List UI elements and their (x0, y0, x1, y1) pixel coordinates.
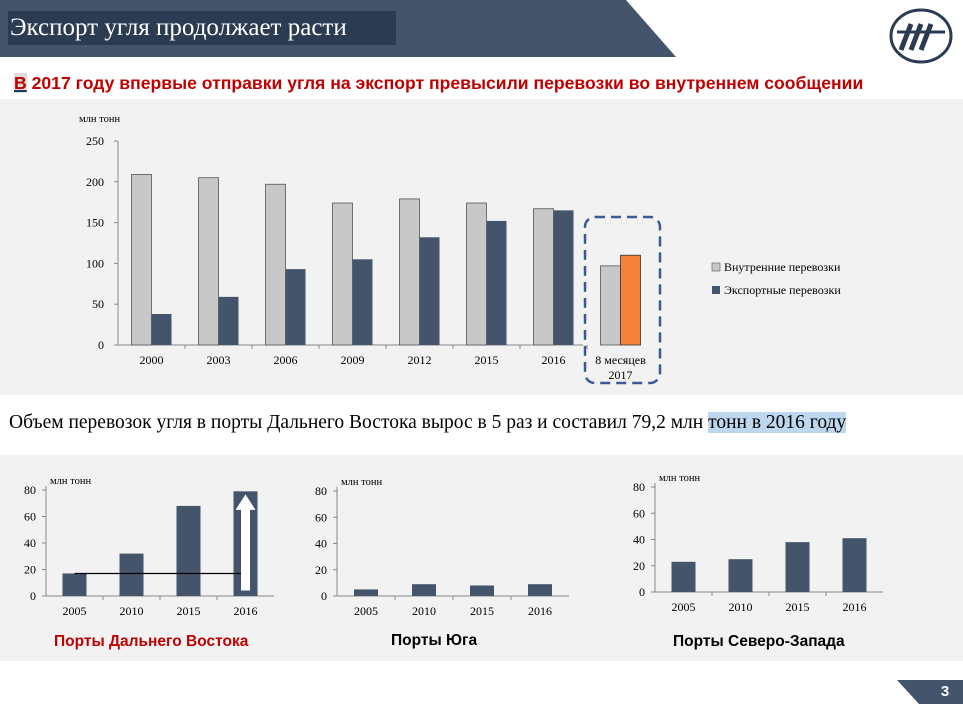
bar-domestic (399, 198, 420, 346)
bar (354, 589, 378, 596)
bar-domestic (466, 202, 487, 346)
x-tick-label: 2006 (274, 353, 298, 367)
y-axis-label: млн тонн (341, 477, 382, 488)
chart-far-east-ports: млн тонн 0 20 40 60 80 2005 2010 2015 2016 (24, 476, 274, 618)
title-northwest-ports: Порты Северо-Запада (673, 633, 845, 650)
bar-domestic (265, 183, 286, 346)
legend-swatch-domestic (711, 262, 721, 272)
x-tick-label: 2012 (408, 353, 432, 367)
y-tick-label: 80 (24, 483, 36, 497)
y-tick-label: 20 (633, 559, 645, 573)
growth-arrow-icon (235, 494, 256, 591)
page-title: Экспорт угля продолжает расти (8, 11, 396, 45)
y-tick-label: 150 (86, 216, 104, 230)
bar (785, 542, 810, 592)
x-tick-label: 2017 (609, 368, 633, 382)
y-tick-label: 0 (30, 589, 36, 603)
main-chart: 0 50 100 150 200 250 2000 2003 2006 2009 2012 2015… (79, 114, 841, 385)
y-tick-label: 60 (24, 510, 36, 524)
chart-south-ports: млн тонн 0 20 40 60 80 2005 2010 2015 2016 (315, 477, 569, 618)
x-tick-label: 2015 (470, 604, 494, 618)
y-tick-label: 40 (24, 536, 36, 550)
subtitle: В 2017 году впервые отправки угля на экс… (14, 70, 954, 96)
y-axis-label: млн тонн (79, 114, 120, 125)
bar-domestic (332, 202, 353, 346)
bar-domestic (198, 177, 219, 346)
bar (728, 559, 753, 592)
y-tick-label: 0 (98, 338, 104, 352)
x-tick-label: 2005 (672, 600, 696, 614)
x-tick-label: 2015 (177, 604, 201, 618)
bar-export (419, 237, 440, 345)
x-tick-label: 2000 (140, 353, 164, 367)
legend-swatch-export (712, 286, 720, 294)
y-tick-label: 20 (24, 563, 36, 577)
y-tick-label: 40 (315, 537, 327, 551)
subtitle-first-letter: В (14, 73, 27, 93)
highlight-box (583, 215, 662, 385)
bar-domestic (600, 265, 621, 346)
bar-export (352, 259, 373, 345)
title-far-east-ports: Порты Дальнего Востока (54, 633, 249, 650)
legend: Внутренние перевозки Экспортные перевозк… (711, 260, 841, 297)
x-tick-label: 2015 (475, 353, 499, 367)
y-axis-label: млн тонн (659, 473, 700, 484)
x-tick-label: 2016 (843, 600, 867, 614)
bar (470, 585, 494, 596)
statement: Объем перевозок угля в порты Дальнего Во… (9, 409, 959, 437)
subtitle-text: 2017 году впервые отправки угля на экспо… (26, 73, 864, 93)
bar-export (218, 296, 239, 345)
x-tick-label: 2010 (729, 600, 753, 614)
x-tick-label: 2015 (786, 600, 810, 614)
y-tick-label: 80 (315, 484, 327, 498)
x-tick-label: 2010 (120, 604, 144, 618)
legend-label-export: Экспортные перевозки (724, 283, 841, 297)
bar-domestic (533, 208, 554, 346)
y-tick-label: 100 (86, 256, 104, 270)
legend-label-domestic: Внутренние перевозки (724, 260, 841, 274)
y-axis-label: млн тонн (50, 476, 91, 487)
y-tick-label: 20 (315, 563, 327, 577)
title-south-ports: Порты Юга (391, 632, 478, 649)
statement-text: Объем перевозок угля в порты Дальнего Во… (9, 412, 709, 433)
y-tick-label: 200 (86, 175, 104, 189)
bar-export (620, 254, 641, 346)
y-tick-label: 80 (633, 480, 645, 494)
bar (671, 561, 696, 592)
bar (528, 584, 552, 596)
bar-export (151, 313, 172, 345)
bar (119, 553, 144, 596)
y-tick-label: 60 (633, 506, 645, 520)
bar-export (285, 269, 306, 345)
y-tick-label: 0 (321, 589, 327, 603)
y-tick-label: 40 (633, 533, 645, 547)
y-tick-label: 0 (639, 585, 645, 599)
statement-highlight: тонн в 2016 году (708, 412, 847, 433)
x-tick-label: 2016 (528, 604, 552, 618)
page-number: 3 (940, 683, 950, 700)
bar (842, 538, 867, 592)
x-tick-label: 2005 (63, 604, 87, 618)
bar (412, 584, 436, 596)
company-logo-icon (889, 8, 953, 64)
x-tick-label: 2016 (234, 604, 258, 618)
x-tick-label: 2010 (412, 604, 436, 618)
y-tick-label: 60 (315, 510, 327, 524)
bar-export (486, 220, 507, 345)
x-tick-label: 2009 (341, 353, 365, 367)
bar-export (553, 210, 574, 345)
chart-northwest-ports: млн тонн 0 20 40 60 80 2005 2010 2015 2016 (633, 473, 883, 614)
x-tick-label: 2016 (542, 353, 566, 367)
bar (176, 505, 201, 596)
bar-domestic (131, 174, 152, 346)
x-tick-label: 2003 (207, 353, 231, 367)
y-tick-label: 250 (86, 134, 104, 148)
x-tick-label: 8 месяцев (595, 353, 646, 367)
bar (62, 573, 87, 596)
x-tick-label: 2005 (354, 604, 378, 618)
y-tick-label: 50 (92, 297, 104, 311)
